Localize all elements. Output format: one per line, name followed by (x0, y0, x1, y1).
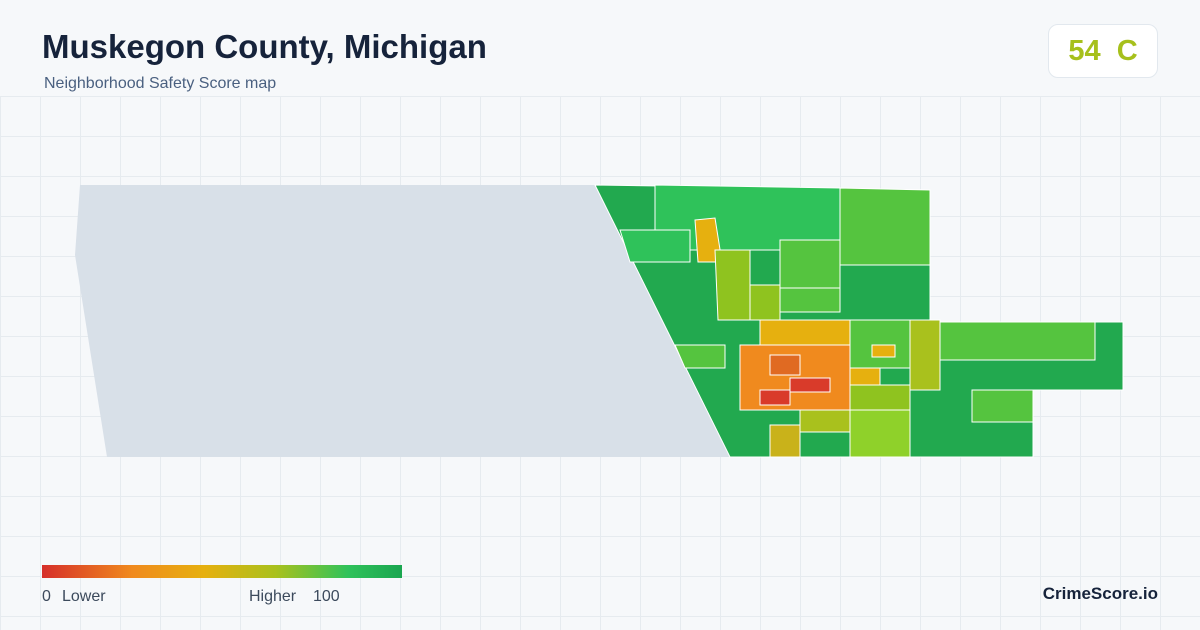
tract (769, 354, 801, 376)
legend-max-label: Higher (249, 588, 297, 605)
tract (839, 187, 931, 266)
tract (619, 229, 691, 263)
tract (714, 249, 751, 321)
tract (799, 409, 851, 433)
tract (779, 287, 841, 313)
title: Muskegon County, Michigan (42, 28, 487, 65)
lake (75, 185, 730, 457)
tract (789, 377, 831, 393)
tract (939, 321, 1096, 361)
header (0, 0, 1200, 96)
brand: CrimeScore.io (1042, 584, 1158, 603)
tracts (594, 184, 1124, 458)
tract (759, 319, 851, 346)
score: 54 (1068, 35, 1101, 67)
tract (909, 319, 941, 391)
tract (769, 424, 801, 458)
tract (971, 389, 1034, 423)
legend-max: 100 (313, 588, 340, 605)
tract (779, 239, 841, 289)
subtitle: Neighborhood Safety Score map (44, 75, 277, 92)
tract (849, 384, 911, 411)
tract (749, 284, 781, 321)
tract (871, 344, 896, 358)
tract (849, 409, 911, 458)
tract (849, 319, 911, 369)
tract (759, 389, 791, 406)
legend-gradient (42, 565, 402, 578)
tract (674, 344, 726, 369)
legend-min-label: Lower (62, 588, 106, 605)
legend-min: 0 (42, 588, 51, 605)
score-badge: 54 C (1048, 24, 1158, 78)
grade: C (1116, 35, 1138, 67)
tract (849, 367, 881, 386)
